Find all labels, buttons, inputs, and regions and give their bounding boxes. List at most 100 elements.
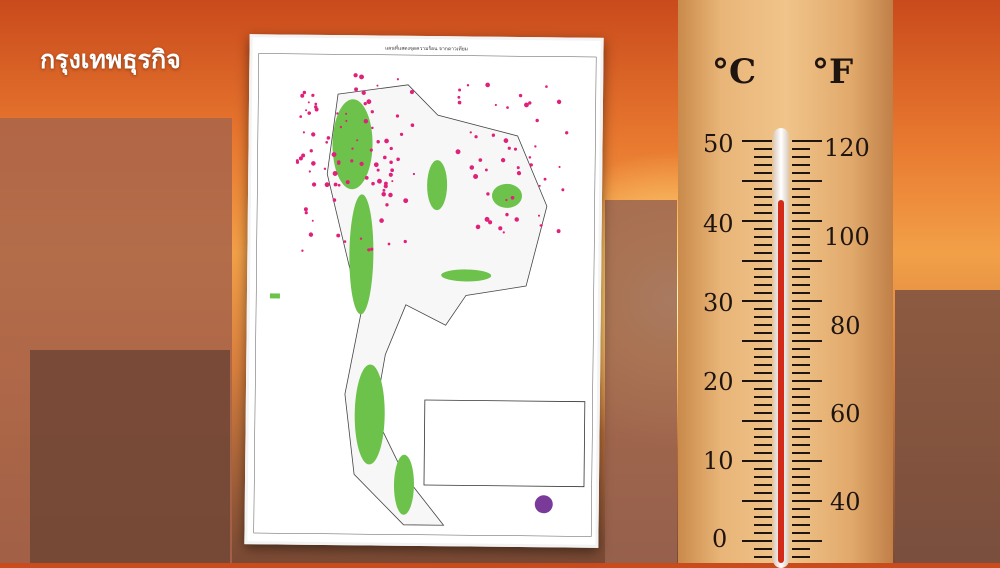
fahrenheit-label: °F: [812, 52, 854, 92]
hotspot-dot: [516, 166, 520, 170]
tick-mark: [792, 428, 810, 430]
tick-mark: [754, 436, 772, 438]
tick-mark: [792, 396, 810, 398]
hotspot-dot: [308, 232, 314, 237]
tick-mark: [792, 452, 810, 454]
hotspot-dot: [514, 217, 519, 222]
tick-mark: [754, 492, 772, 494]
tick-mark: [792, 388, 810, 390]
tick-mark: [742, 540, 772, 542]
hotspot-dot: [457, 95, 461, 99]
hotspot-dot: [528, 101, 532, 105]
tick-mark: [742, 260, 772, 262]
hotspot-dot: [353, 73, 358, 78]
forest-area: [354, 364, 385, 465]
tick-mark: [754, 236, 772, 238]
hotspot-dot: [384, 181, 388, 186]
hotspot-dot: [518, 93, 523, 98]
tick-mark: [754, 212, 772, 214]
tick-mark: [792, 148, 810, 150]
tick-mark: [754, 276, 772, 278]
tick-mark: [792, 412, 810, 414]
hotspot-dot: [488, 220, 493, 225]
hotspot-dot: [311, 93, 315, 97]
hotspot-dot: [301, 249, 304, 252]
hotspot-dot: [561, 188, 565, 192]
tick-mark: [792, 476, 810, 478]
tick-mark: [754, 428, 772, 430]
tick-mark: [742, 180, 772, 182]
hotspot-dot: [309, 149, 313, 153]
tick-mark: [754, 188, 772, 190]
celsius-label: °C: [712, 52, 757, 92]
hotspot-dot: [455, 149, 461, 155]
tick-mark: [792, 276, 810, 278]
tick-mark: [754, 324, 772, 326]
hotspot-dot: [484, 216, 490, 222]
hotspot-dot: [345, 180, 350, 185]
tick-mark: [792, 364, 810, 366]
forest-area: [441, 269, 492, 282]
hotspot-dot: [308, 170, 311, 173]
hotspot-dot: [389, 146, 393, 151]
tick-mark: [792, 308, 810, 310]
hotspot-dot: [528, 156, 532, 159]
thailand-map: [253, 53, 597, 537]
tick-mark: [792, 204, 810, 206]
tick-mark: [754, 164, 772, 166]
tick-mark: [754, 252, 772, 254]
hotspot-dot: [478, 158, 483, 162]
hotspot-dot: [516, 171, 522, 176]
building: [605, 200, 677, 563]
hotspot-dot: [311, 182, 317, 187]
tick-mark: [742, 140, 772, 142]
hotspot-dot: [458, 88, 462, 92]
hotspot-dot: [337, 161, 341, 165]
hotspot-dot: [494, 103, 497, 107]
hotspot-dot: [366, 99, 372, 105]
hotspot-dot: [498, 226, 503, 231]
hotspot-dot: [300, 93, 305, 98]
hotspot-dot: [369, 148, 373, 152]
tick-mark: [754, 476, 772, 478]
hotspot-dot: [538, 184, 541, 187]
hotspot-dot: [513, 147, 518, 151]
celsius-tick: 50: [703, 130, 734, 158]
hotspot-dot: [491, 133, 496, 137]
tick-mark: [792, 484, 810, 486]
fahrenheit-tick: 60: [830, 400, 861, 428]
hotspot-dot: [345, 112, 348, 115]
tick-mark: [754, 308, 772, 310]
tick-mark: [792, 356, 810, 358]
hotspot-dot: [383, 155, 387, 160]
hotspot-dot: [381, 191, 386, 197]
hotspot-dot: [314, 107, 319, 112]
tick-mark: [792, 292, 810, 294]
tick-mark: [792, 516, 810, 518]
hotspot-dot: [540, 224, 543, 227]
hotspot-dot: [299, 115, 303, 118]
tick-mark: [792, 380, 822, 382]
tick-mark: [792, 316, 810, 318]
hotspot-dot: [359, 74, 365, 80]
tick-mark: [754, 364, 772, 366]
tick-mark: [792, 196, 810, 198]
hotspot-dot: [385, 203, 389, 207]
hotspot-dot: [333, 182, 338, 187]
hotspot-dot: [337, 183, 341, 187]
tick-mark: [742, 420, 772, 422]
tick-mark: [742, 460, 772, 462]
tick-mark: [792, 260, 822, 262]
tick-mark: [792, 460, 822, 462]
tick-mark: [754, 268, 772, 270]
hotspot-dot: [469, 131, 472, 134]
brand-logo: กรุงเทพธุรกิจ: [40, 45, 181, 74]
fahrenheit-tick: 100: [824, 223, 870, 251]
tick-mark: [792, 404, 810, 406]
hotspot-dot: [331, 152, 337, 157]
tick-mark: [754, 348, 772, 350]
tick-mark: [754, 388, 772, 390]
fahrenheit-tick: 40: [830, 488, 861, 516]
hotspot-dot: [409, 90, 414, 95]
hotspot-dot: [371, 126, 374, 130]
